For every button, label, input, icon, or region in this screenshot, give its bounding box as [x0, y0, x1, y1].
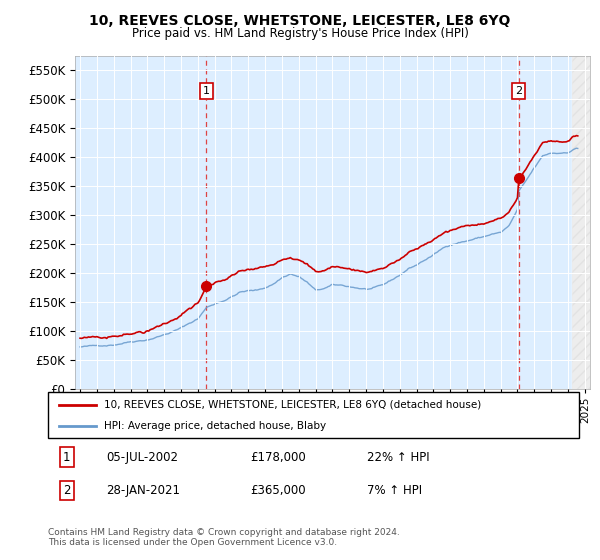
Text: 22% ↑ HPI: 22% ↑ HPI — [367, 451, 429, 464]
Text: 1: 1 — [203, 86, 210, 96]
Text: HPI: Average price, detached house, Blaby: HPI: Average price, detached house, Blab… — [104, 421, 326, 431]
Text: 2: 2 — [515, 86, 523, 96]
Text: 10, REEVES CLOSE, WHETSTONE, LEICESTER, LE8 6YQ (detached house): 10, REEVES CLOSE, WHETSTONE, LEICESTER, … — [104, 400, 481, 410]
Text: 28-JAN-2021: 28-JAN-2021 — [106, 484, 181, 497]
Text: £365,000: £365,000 — [250, 484, 305, 497]
Bar — [572, 56, 593, 389]
Text: 2: 2 — [63, 484, 70, 497]
Text: 1: 1 — [63, 451, 70, 464]
Text: Price paid vs. HM Land Registry's House Price Index (HPI): Price paid vs. HM Land Registry's House … — [131, 27, 469, 40]
Text: 05-JUL-2002: 05-JUL-2002 — [106, 451, 178, 464]
Bar — [572, 56, 593, 389]
Text: £178,000: £178,000 — [250, 451, 305, 464]
FancyBboxPatch shape — [48, 392, 579, 438]
Text: Contains HM Land Registry data © Crown copyright and database right 2024.
This d: Contains HM Land Registry data © Crown c… — [48, 528, 400, 547]
Text: 10, REEVES CLOSE, WHETSTONE, LEICESTER, LE8 6YQ: 10, REEVES CLOSE, WHETSTONE, LEICESTER, … — [89, 14, 511, 28]
Text: 7% ↑ HPI: 7% ↑ HPI — [367, 484, 422, 497]
